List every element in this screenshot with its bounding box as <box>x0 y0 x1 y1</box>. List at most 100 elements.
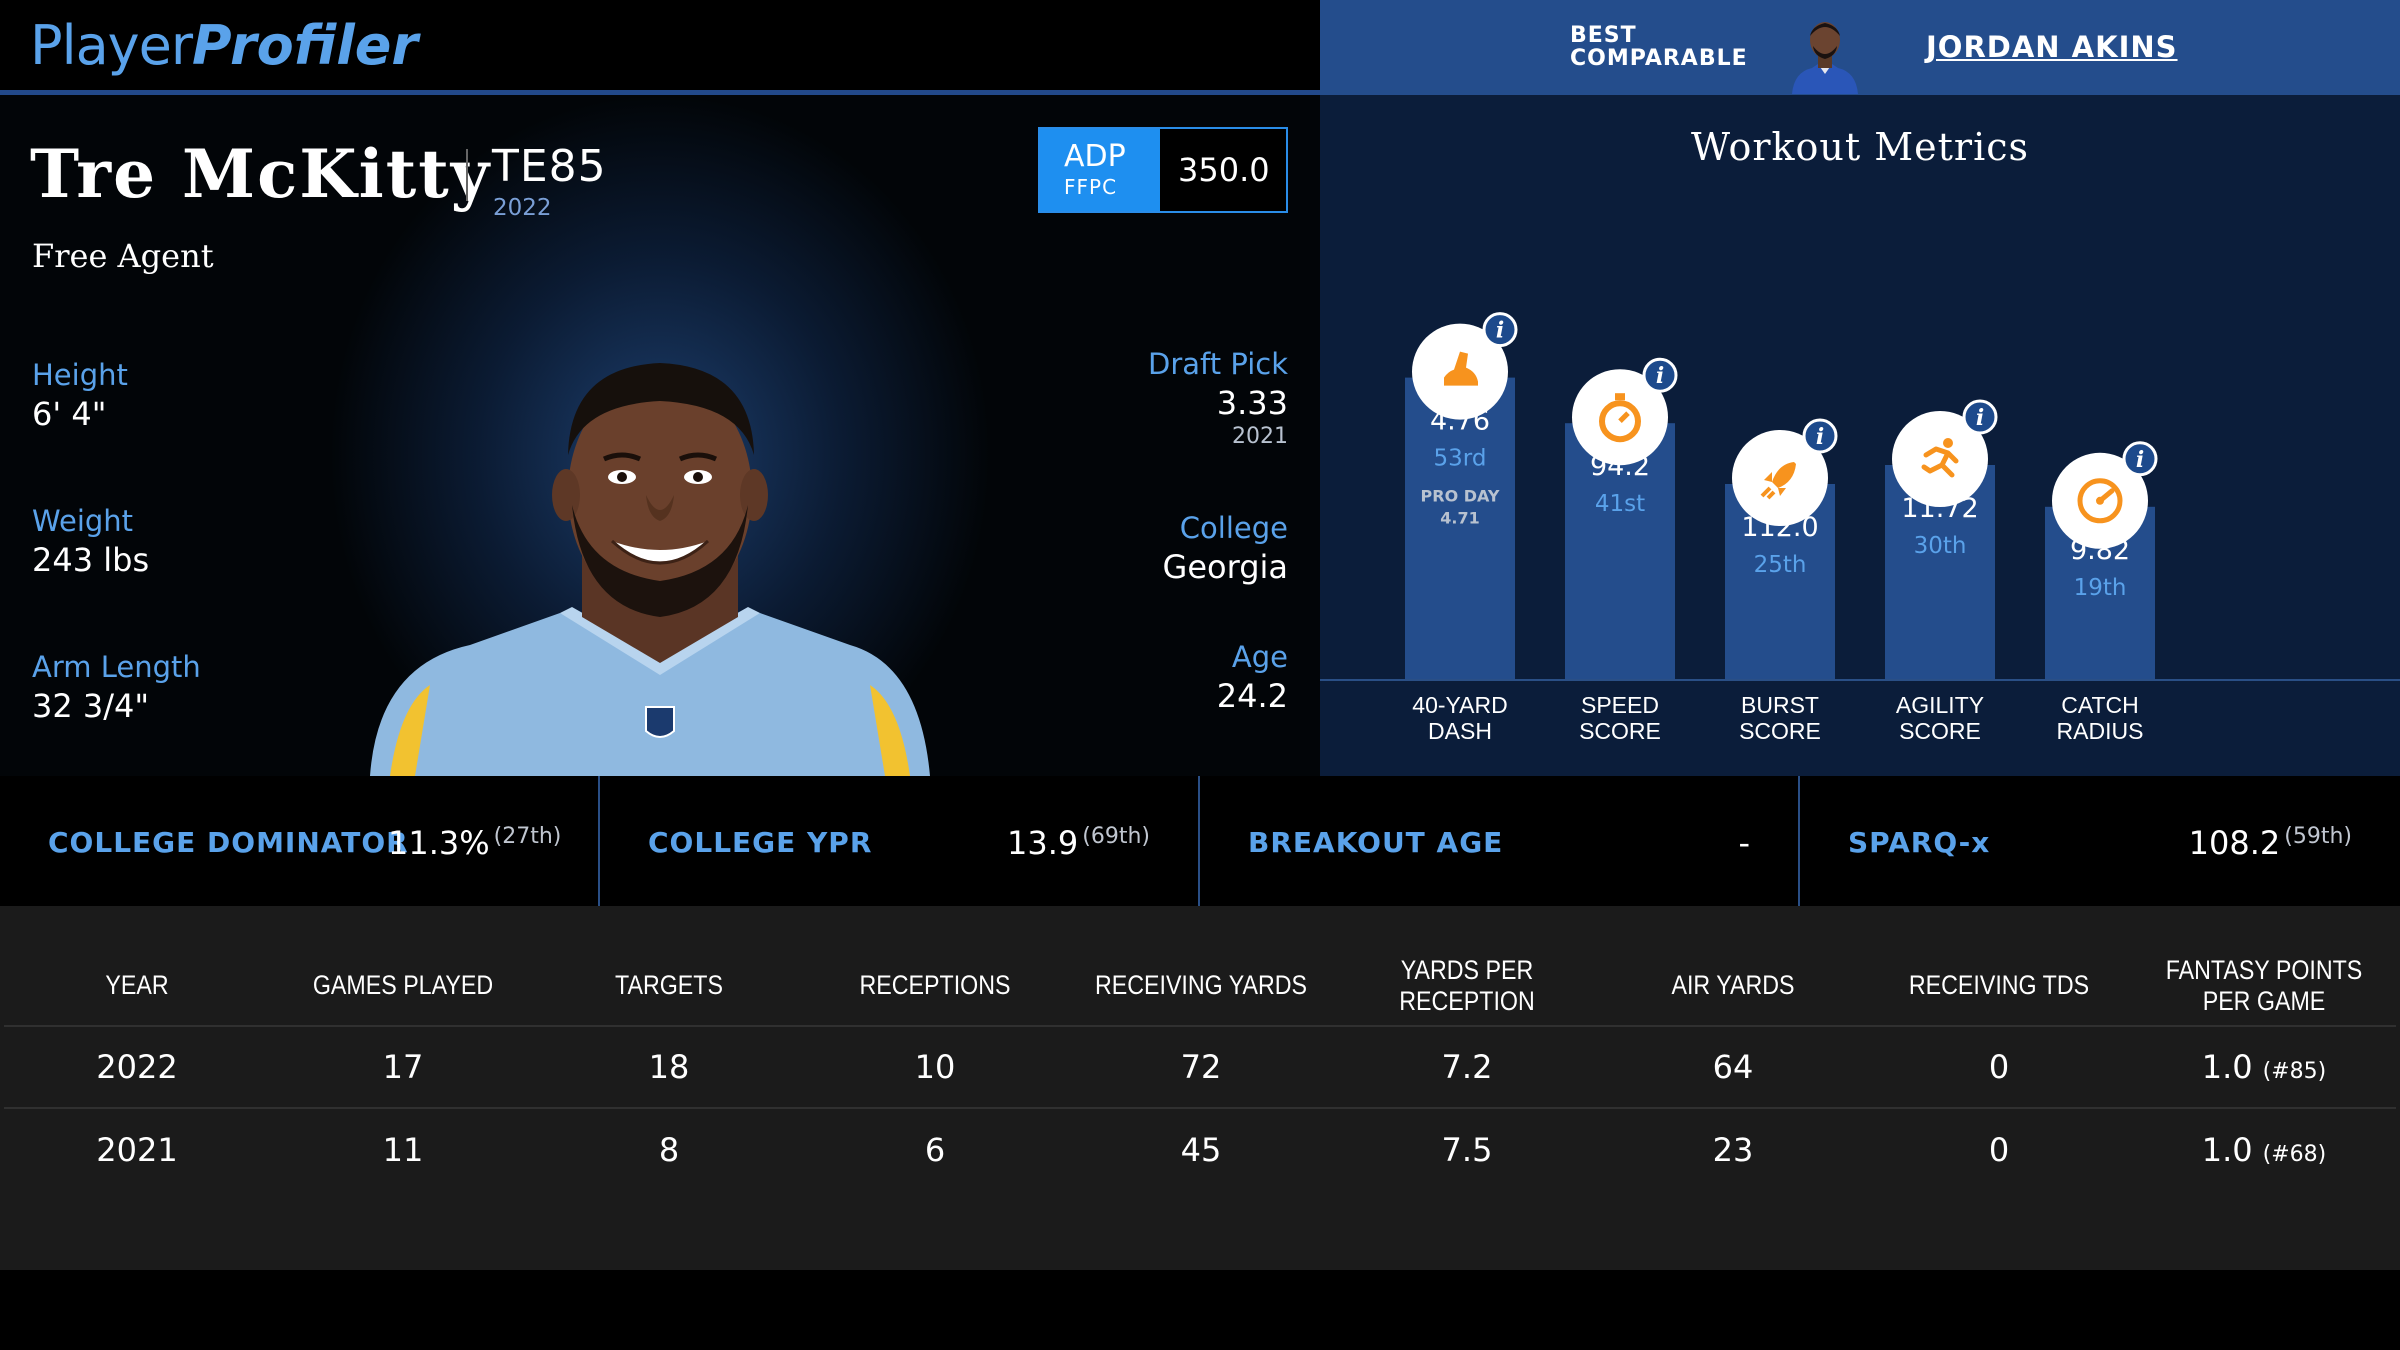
summary-metrics-strip: COLLEGE DOMINATOR 11.3% (27th) COLLEGE YP… <box>0 776 2400 906</box>
arm-length-value: 32 3/4" <box>32 687 150 725</box>
age-label: Age <box>1231 640 1288 674</box>
metric-value: 94.2 <box>1590 451 1650 482</box>
adp-source: FFPC <box>1064 175 1118 199</box>
sparq-x-label[interactable]: SPARQ-x <box>1848 826 1991 859</box>
breakout-age-label[interactable]: BREAKOUT AGE <box>1248 826 1504 859</box>
header-receiving-tds[interactable]: Receiving TDs <box>1884 946 2114 1027</box>
header-yards-per-reception[interactable]: Yards Per Reception <box>1352 946 1582 1027</box>
info-icon[interactable]: i <box>2122 441 2158 477</box>
adp-title: ADP <box>1064 139 1126 174</box>
cell-receiving-yards: 45 <box>1180 1130 1222 1169</box>
summary-breakout-age: BREAKOUT AGE - <box>1200 776 1800 906</box>
cell-yards-per-reception: 7.5 <box>1441 1130 1493 1169</box>
table-header-row: Year Games Played Targets Receptions Rec… <box>4 946 2396 1027</box>
header-receiving-yards[interactable]: Receiving Yards <box>1086 946 1316 1027</box>
college-ypr-label[interactable]: COLLEGE YPR <box>648 826 873 859</box>
arm-length-label: Arm Length <box>32 650 201 684</box>
breakout-age-value: - <box>1738 824 1750 862</box>
fppg-rank: (#85) <box>2262 1059 2327 1084</box>
metric-value: 9.82 <box>2070 535 2130 566</box>
cell-games-played: 17 <box>270 1026 536 1109</box>
best-comparable-banner: BEST COMPARABLE JORDAN AKINS <box>1320 0 2400 95</box>
running-shoe-icon <box>1412 323 1508 420</box>
metric-note-value: 4.71 <box>1440 509 1479 528</box>
college-dominator-label[interactable]: COLLEGE DOMINATOR <box>48 826 409 859</box>
workout-bar <box>1565 423 1675 679</box>
workout-metric-2: i <box>1565 357 1678 679</box>
workout-metrics-panel: Workout Metrics i 4.76 53rd PRO DAY 4.71 40-Y… <box>1320 95 2400 776</box>
height-label: Height <box>32 358 128 392</box>
college-dominator-rank: (27th) <box>493 824 562 849</box>
metric-name-line2: RADIUS <box>2057 718 2144 744</box>
metric-name-line2: SCORE <box>1579 718 1661 744</box>
college-label: College <box>1179 511 1288 545</box>
runner-icon <box>1892 411 1988 507</box>
svg-text:i: i <box>1496 318 1504 344</box>
workout-bar <box>1405 377 1515 679</box>
table-row: 2022 17 18 10 72 7.2 64 0 1.0 (#85) <box>4 1026 2396 1109</box>
header-year[interactable]: Year <box>22 946 252 1027</box>
svg-text:i: i <box>1816 424 1824 450</box>
metric-name-line1: AGILITY <box>1896 692 1984 718</box>
cell-games-played: 11 <box>382 1130 424 1169</box>
fppg-rank: (#68) <box>2262 1141 2327 1167</box>
summary-sparq-x: SPARQ-x 108.2 (59th) <box>1800 776 2400 906</box>
header-divider <box>0 90 1320 95</box>
logo-text-player: Player <box>30 14 193 77</box>
metric-value: 11.72 <box>1901 493 1978 524</box>
comparable-player-avatar[interactable] <box>1788 14 1862 94</box>
summary-college-dominator: COLLEGE DOMINATOR 11.3% (27th) <box>0 776 600 906</box>
cell-targets: 18 <box>536 1026 802 1109</box>
player-profiler-logo[interactable]: PlayerProfiler <box>30 14 418 78</box>
best-comparable-label: BEST COMPARABLE <box>1570 23 1748 71</box>
cell-receiving-yards: 72 <box>1068 1026 1334 1109</box>
metric-rank: 41st <box>1595 491 1645 517</box>
info-icon[interactable]: i <box>1482 312 1518 348</box>
metric-name-line2: DASH <box>1428 718 1492 744</box>
best-comparable-name-link[interactable]: JORDAN AKINS <box>1926 30 2178 64</box>
college-ypr-number: 13.9 <box>1007 824 1079 862</box>
cell-year: 2022 <box>4 1026 270 1109</box>
summary-college-ypr: COLLEGE YPR 13.9 (69th) <box>600 776 1200 906</box>
info-icon[interactable]: i <box>1642 357 1678 393</box>
info-icon[interactable]: i <box>1802 418 1838 454</box>
header-fantasy-points-per-game[interactable]: Fantasy Points Per Game <box>2150 946 2378 1027</box>
position-rank: TE85 <box>492 141 607 192</box>
table-row: 2021 11 8 6 45 7.5 23 0 1.0 (#68) <box>4 1108 2396 1190</box>
fppg-value: 1.0 <box>2201 1048 2253 1086</box>
college-dominator-number: 11.3% <box>388 824 490 862</box>
draft-year: 2021 <box>1232 424 1288 449</box>
stopwatch-icon <box>1572 369 1668 466</box>
college-value: Georgia <box>1162 548 1288 586</box>
workout-baseline <box>1320 679 2400 681</box>
svg-text:i: i <box>1656 363 1664 389</box>
info-icon[interactable]: i <box>1962 399 1998 435</box>
college-dominator-value: 11.3% (27th) <box>388 824 561 862</box>
header-air-yards[interactable]: Air Yards <box>1618 946 1848 1027</box>
header-targets[interactable]: Targets <box>554 946 784 1027</box>
metric-name-line1: BURST <box>1741 692 1819 718</box>
adp-label-block: ADP FFPC <box>1040 129 1160 211</box>
metric-rank: 19th <box>2074 575 2127 601</box>
cell-year: 2021 <box>96 1130 178 1169</box>
workout-metric-1: i <box>1405 312 1518 679</box>
name-divider <box>466 149 468 201</box>
cell-receiving-tds: 0 <box>1988 1130 2010 1169</box>
position-rank-year: 2022 <box>493 195 552 221</box>
logo-text-profiler: Profiler <box>192 14 418 77</box>
height-value: 6' 4" <box>32 395 107 433</box>
metric-rank: 53rd <box>1434 446 1487 472</box>
cell-receptions: 6 <box>924 1130 946 1169</box>
header-receptions[interactable]: Receptions <box>820 946 1050 1027</box>
cell-receptions: 10 <box>802 1026 1068 1109</box>
workout-metrics-title: Workout Metrics <box>1690 125 2030 169</box>
age-value: 24.2 <box>1216 677 1288 715</box>
header-games-played[interactable]: Games Played <box>288 946 518 1027</box>
page-footer <box>0 1270 2400 1350</box>
workout-metric-3: i <box>1725 418 1838 679</box>
workout-metric-4: i <box>1885 399 1998 679</box>
top-bar: PlayerProfiler <box>0 0 1320 92</box>
sparq-x-rank: (59th) <box>2284 824 2352 849</box>
weight-label: Weight <box>32 504 134 538</box>
